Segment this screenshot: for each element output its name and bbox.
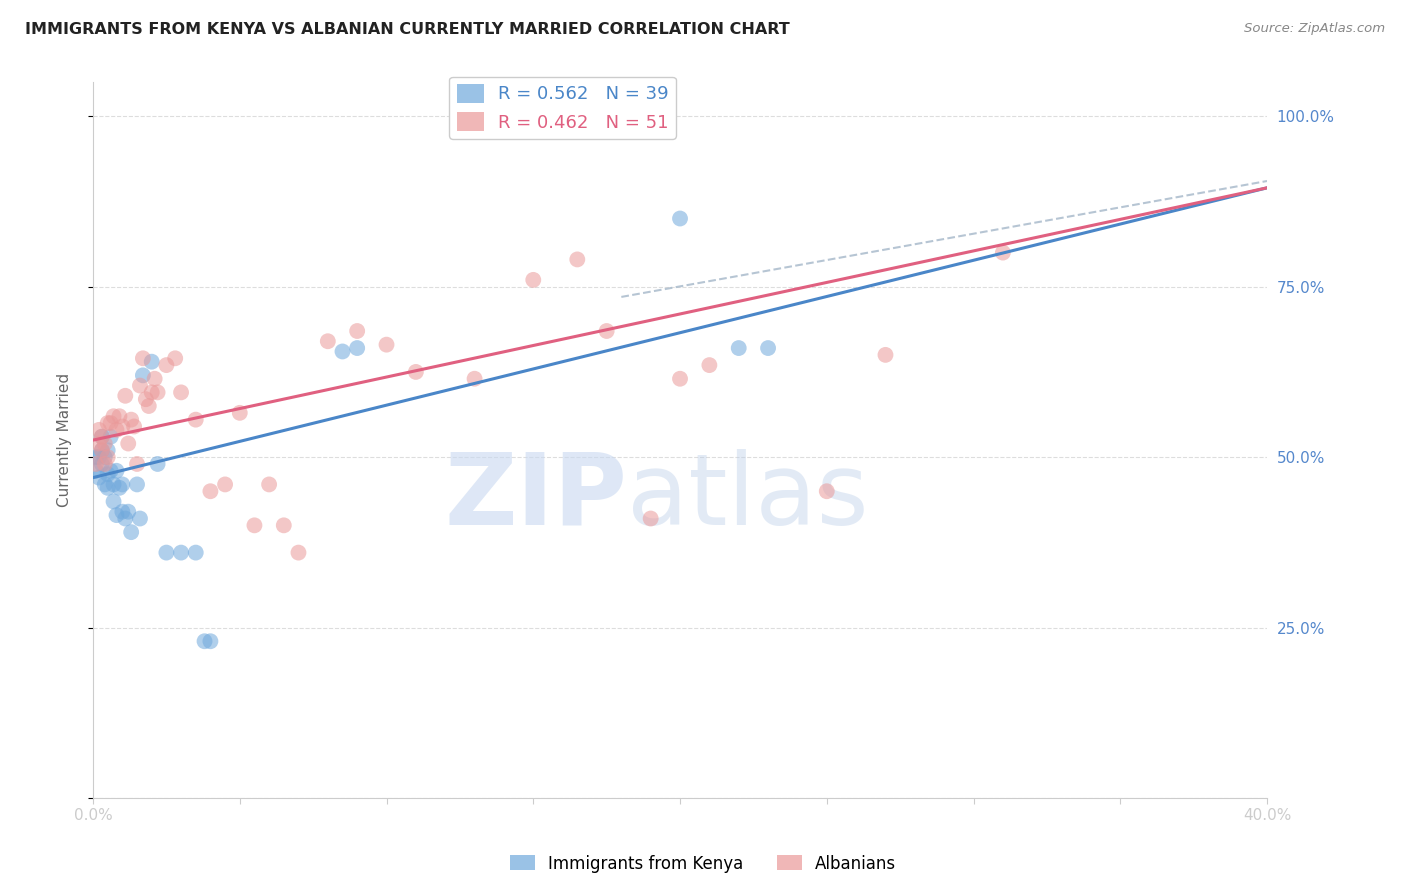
Point bbox=[90, 457, 112, 471]
Point bbox=[332, 344, 354, 359]
Point bbox=[129, 378, 152, 392]
Point bbox=[184, 546, 207, 560]
Point bbox=[155, 546, 177, 560]
Point bbox=[105, 423, 128, 437]
Point bbox=[105, 464, 128, 478]
Point bbox=[97, 416, 120, 430]
Point bbox=[108, 481, 131, 495]
Point bbox=[815, 484, 838, 499]
Point bbox=[567, 252, 589, 267]
Legend: R = 0.562   N = 39, R = 0.462   N = 51: R = 0.562 N = 39, R = 0.462 N = 51 bbox=[450, 77, 676, 139]
Legend: Immigrants from Kenya, Albanians: Immigrants from Kenya, Albanians bbox=[503, 848, 903, 880]
Point bbox=[100, 416, 122, 430]
Point bbox=[84, 457, 107, 471]
Point bbox=[103, 477, 125, 491]
Point bbox=[522, 273, 544, 287]
Point bbox=[111, 505, 134, 519]
Point bbox=[87, 423, 110, 437]
Text: Source: ZipAtlas.com: Source: ZipAtlas.com bbox=[1244, 22, 1385, 36]
Point bbox=[132, 368, 155, 383]
Point bbox=[90, 443, 112, 458]
Point bbox=[640, 511, 662, 525]
Point bbox=[103, 409, 125, 424]
Point bbox=[229, 406, 252, 420]
Point bbox=[991, 245, 1014, 260]
Text: atlas: atlas bbox=[627, 449, 869, 546]
Point bbox=[125, 477, 148, 491]
Point bbox=[100, 430, 122, 444]
Point bbox=[141, 354, 163, 368]
Point bbox=[129, 511, 152, 525]
Point bbox=[111, 419, 134, 434]
Text: ZIP: ZIP bbox=[444, 449, 627, 546]
Point bbox=[243, 518, 266, 533]
Point bbox=[193, 634, 215, 648]
Point bbox=[214, 477, 236, 491]
Point bbox=[143, 372, 166, 386]
Point bbox=[135, 392, 157, 407]
Point bbox=[84, 464, 107, 478]
Point bbox=[97, 443, 120, 458]
Point bbox=[108, 409, 131, 424]
Point bbox=[257, 477, 280, 491]
Point bbox=[132, 351, 155, 366]
Point bbox=[94, 477, 117, 491]
Point bbox=[200, 634, 222, 648]
Point bbox=[595, 324, 617, 338]
Point bbox=[669, 211, 692, 226]
Point bbox=[117, 505, 139, 519]
Point bbox=[97, 467, 120, 482]
Point bbox=[90, 430, 112, 444]
Point bbox=[90, 443, 112, 458]
Y-axis label: Currently Married: Currently Married bbox=[58, 373, 72, 508]
Point bbox=[111, 477, 134, 491]
Point bbox=[114, 389, 136, 403]
Point bbox=[100, 464, 122, 478]
Point bbox=[146, 457, 169, 471]
Point bbox=[155, 358, 177, 372]
Point bbox=[105, 508, 128, 522]
Point bbox=[97, 481, 120, 495]
Point bbox=[90, 430, 112, 444]
Point bbox=[346, 324, 368, 338]
Point bbox=[97, 450, 120, 465]
Point bbox=[120, 525, 142, 540]
Point bbox=[200, 484, 222, 499]
Point bbox=[346, 341, 368, 355]
Point bbox=[184, 412, 207, 426]
Point bbox=[165, 351, 187, 366]
Point bbox=[699, 358, 721, 372]
Point bbox=[727, 341, 749, 355]
Text: IMMIGRANTS FROM KENYA VS ALBANIAN CURRENTLY MARRIED CORRELATION CHART: IMMIGRANTS FROM KENYA VS ALBANIAN CURREN… bbox=[25, 22, 790, 37]
Point bbox=[138, 399, 160, 413]
Point bbox=[94, 436, 117, 450]
Point bbox=[375, 337, 398, 351]
Point bbox=[84, 450, 107, 465]
Point bbox=[875, 348, 897, 362]
Point bbox=[103, 494, 125, 508]
Point bbox=[287, 546, 309, 560]
Point bbox=[316, 334, 339, 349]
Point bbox=[94, 457, 117, 471]
Point bbox=[122, 419, 145, 434]
Point bbox=[120, 412, 142, 426]
Point bbox=[464, 372, 486, 386]
Point bbox=[94, 450, 117, 465]
Point bbox=[405, 365, 427, 379]
Point bbox=[125, 457, 148, 471]
Point bbox=[273, 518, 295, 533]
Point bbox=[117, 436, 139, 450]
Point bbox=[170, 385, 193, 400]
Point bbox=[87, 470, 110, 484]
Point bbox=[87, 450, 110, 465]
Point bbox=[114, 511, 136, 525]
Point bbox=[756, 341, 779, 355]
Point bbox=[146, 385, 169, 400]
Point bbox=[170, 546, 193, 560]
Point bbox=[87, 436, 110, 450]
Point bbox=[669, 372, 692, 386]
Point bbox=[141, 385, 163, 400]
